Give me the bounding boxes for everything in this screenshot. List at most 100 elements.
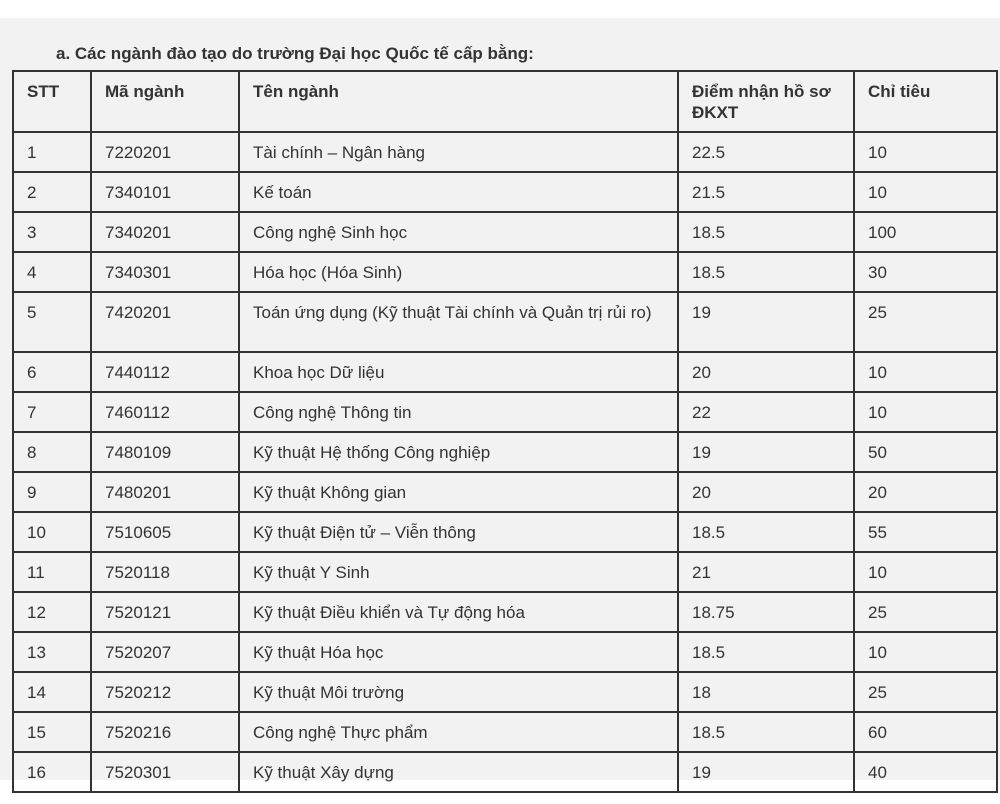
content-panel: a. Các ngành đào tạo do trường Đại học Q… — [0, 18, 1000, 793]
cell-ma-nganh: 7520121 — [90, 591, 240, 633]
cell-chi-tieu: 30 — [853, 251, 998, 293]
cell-ten-nganh: Toán ứng dụng (Kỹ thuật Tài chính và Quả… — [238, 291, 679, 353]
cell-ma-nganh: 7220201 — [90, 131, 240, 173]
cell-ma-nganh: 7510605 — [90, 511, 240, 553]
cell-chi-tieu: 20 — [853, 471, 998, 513]
cell-ma-nganh: 7340301 — [90, 251, 240, 293]
table-header-row: STT Mã ngành Tên ngành Điểm nhận hồ sơ Đ… — [12, 70, 998, 133]
cell-ten-nganh: Kỹ thuật Hệ thống Công nghiệp — [238, 431, 679, 473]
cell-diem: 18.5 — [677, 511, 855, 553]
cell-stt: 3 — [12, 211, 92, 253]
cell-diem: 18.5 — [677, 711, 855, 753]
table-row: 1 7220201 Tài chính – Ngân hàng 22.5 10 — [12, 131, 998, 173]
cell-ma-nganh: 7480201 — [90, 471, 240, 513]
table-row: 16 7520301 Kỹ thuật Xây dựng 19 40 — [12, 751, 998, 793]
cell-ten-nganh: Kỹ thuật Y Sinh — [238, 551, 679, 593]
cell-ten-nganh: Kỹ thuật Không gian — [238, 471, 679, 513]
cell-ma-nganh: 7420201 — [90, 291, 240, 353]
table-row: 13 7520207 Kỹ thuật Hóa học 18.5 10 — [12, 631, 998, 673]
section-heading: a. Các ngành đào tạo do trường Đại học Q… — [56, 44, 534, 63]
cell-ten-nganh: Công nghệ Thông tin — [238, 391, 679, 433]
cell-ten-nganh: Kỹ thuật Điều khiển và Tự động hóa — [238, 591, 679, 633]
cell-stt: 7 — [12, 391, 92, 433]
table-row: 4 7340301 Hóa học (Hóa Sinh) 18.5 30 — [12, 251, 998, 293]
cell-ten-nganh: Kỹ thuật Hóa học — [238, 631, 679, 673]
cell-ma-nganh: 7520301 — [90, 751, 240, 793]
cell-ma-nganh: 7440112 — [90, 351, 240, 393]
cell-diem: 20 — [677, 471, 855, 513]
cell-stt: 10 — [12, 511, 92, 553]
cell-diem: 19 — [677, 431, 855, 473]
cell-diem: 19 — [677, 291, 855, 353]
table-row: 15 7520216 Công nghệ Thực phẩm 18.5 60 — [12, 711, 998, 753]
cell-diem: 21 — [677, 551, 855, 593]
cell-chi-tieu: 100 — [853, 211, 998, 253]
cell-diem: 18.5 — [677, 631, 855, 673]
cell-ten-nganh: Kế toán — [238, 171, 679, 213]
cell-ma-nganh: 7520207 — [90, 631, 240, 673]
cell-stt: 4 — [12, 251, 92, 293]
cell-stt: 13 — [12, 631, 92, 673]
cell-chi-tieu: 40 — [853, 751, 998, 793]
cell-ten-nganh: Công nghệ Sinh học — [238, 211, 679, 253]
table-row: 14 7520212 Kỹ thuật Môi trường 18 25 — [12, 671, 998, 713]
cell-stt: 11 — [12, 551, 92, 593]
cell-diem: 18.75 — [677, 591, 855, 633]
cell-ten-nganh: Kỹ thuật Môi trường — [238, 671, 679, 713]
cell-stt: 8 — [12, 431, 92, 473]
cell-chi-tieu: 60 — [853, 711, 998, 753]
cell-ma-nganh: 7340101 — [90, 171, 240, 213]
cell-chi-tieu: 10 — [853, 171, 998, 213]
cell-chi-tieu: 10 — [853, 131, 998, 173]
cell-ten-nganh: Tài chính – Ngân hàng — [238, 131, 679, 173]
table-row: 10 7510605 Kỹ thuật Điện tử – Viễn thông 18… — [12, 511, 998, 553]
cell-chi-tieu: 25 — [853, 671, 998, 713]
cell-chi-tieu: 10 — [853, 631, 998, 673]
header-chi-tieu: Chỉ tiêu — [853, 70, 998, 133]
table-row: 11 7520118 Kỹ thuật Y Sinh 21 10 — [12, 551, 998, 593]
cell-chi-tieu: 10 — [853, 351, 998, 393]
cell-diem: 18 — [677, 671, 855, 713]
cell-chi-tieu: 10 — [853, 391, 998, 433]
table-row: 6 7440112 Khoa học Dữ liệu 20 10 — [12, 351, 998, 393]
cell-stt: 14 — [12, 671, 92, 713]
cell-chi-tieu: 50 — [853, 431, 998, 473]
cell-stt: 6 — [12, 351, 92, 393]
cell-chi-tieu: 25 — [853, 591, 998, 633]
cell-chi-tieu: 10 — [853, 551, 998, 593]
cell-ma-nganh: 7520118 — [90, 551, 240, 593]
cell-diem: 22.5 — [677, 131, 855, 173]
cell-stt: 12 — [12, 591, 92, 633]
cell-diem: 18.5 — [677, 251, 855, 293]
cell-diem: 19 — [677, 751, 855, 793]
cell-ten-nganh: Hóa học (Hóa Sinh) — [238, 251, 679, 293]
cell-diem: 21.5 — [677, 171, 855, 213]
cell-stt: 2 — [12, 171, 92, 213]
table-row: 8 7480109 Kỹ thuật Hệ thống Công nghiệp 19 5… — [12, 431, 998, 473]
cell-chi-tieu: 25 — [853, 291, 998, 353]
header-ma-nganh: Mã ngành — [90, 70, 240, 133]
cell-ten-nganh: Kỹ thuật Điện tử – Viễn thông — [238, 511, 679, 553]
cell-ten-nganh: Kỹ thuật Xây dựng — [238, 751, 679, 793]
cell-ma-nganh: 7520216 — [90, 711, 240, 753]
cell-diem: 22 — [677, 391, 855, 433]
cell-stt: 5 — [12, 291, 92, 353]
cell-stt: 9 — [12, 471, 92, 513]
table-row: 12 7520121 Kỹ thuật Điều khiển và Tự động … — [12, 591, 998, 633]
cell-stt: 1 — [12, 131, 92, 173]
table-row: 9 7480201 Kỹ thuật Không gian 20 20 — [12, 471, 998, 513]
cell-ma-nganh: 7460112 — [90, 391, 240, 433]
table-row: 5 7420201 Toán ứng dụng (Kỹ thuật Tài chín… — [12, 291, 998, 353]
cell-stt: 16 — [12, 751, 92, 793]
cell-chi-tieu: 55 — [853, 511, 998, 553]
cell-ten-nganh: Khoa học Dữ liệu — [238, 351, 679, 393]
table-row: 3 7340201 Công nghệ Sinh học 18.5 100 — [12, 211, 998, 253]
cell-ma-nganh: 7340201 — [90, 211, 240, 253]
cell-ma-nganh: 7480109 — [90, 431, 240, 473]
table-row: 7 7460112 Công nghệ Thông tin 22 10 — [12, 391, 998, 433]
cell-ten-nganh: Công nghệ Thực phẩm — [238, 711, 679, 753]
cell-stt: 15 — [12, 711, 92, 753]
table-row: 2 7340101 Kế toán 21.5 10 — [12, 171, 998, 213]
header-diem: Điểm nhận hồ sơ ĐKXT — [677, 70, 855, 133]
cell-diem: 18.5 — [677, 211, 855, 253]
